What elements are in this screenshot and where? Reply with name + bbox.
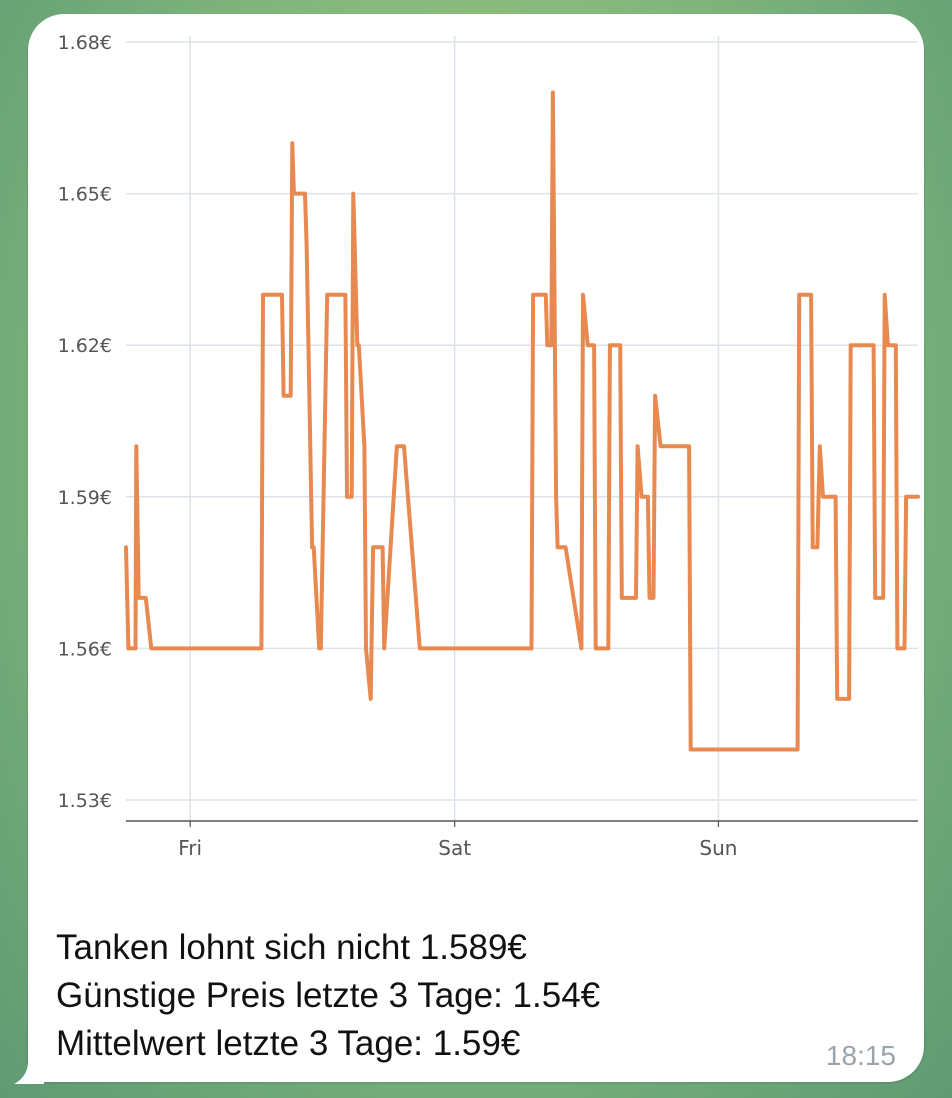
x-tick-label: Fri (178, 836, 202, 860)
message-line-average-price: Mittelwert letzte 3 Tage: 1.59€ (56, 1024, 521, 1063)
message-line-recommendation: Tanken lohnt sich nicht 1.589€ (56, 928, 527, 967)
x-tick-label: Sat (438, 836, 471, 860)
y-tick-label: 1.65€ (58, 184, 112, 206)
y-tick-label: 1.53€ (58, 790, 112, 812)
message-text: Tanken lohnt sich nicht 1.589€ Günstige … (56, 924, 816, 1068)
chart-series (124, 90, 920, 752)
message-line-lowest-price: Günstige Preis letzte 3 Tage: 1.54€ (56, 976, 601, 1015)
x-tick-label: Sun (699, 836, 737, 860)
chart-axes (126, 820, 918, 827)
message-bubble[interactable] (28, 14, 924, 1082)
message-timestamp: 18:15 (825, 1040, 896, 1071)
chart-tick-labels: 1.68€ 1.65€ 1.62€ 1.59€ 1.56€ 1.53€ Fri Sat Sun (58, 32, 738, 860)
chart-grid (126, 36, 918, 821)
fuel-price-chart: 1.68€ 1.65€ 1.62€ 1.59€ 1.56€ 1.53€ Fri Sat Sun (58, 32, 920, 860)
price-series-line (124, 90, 920, 752)
y-tick-label: 1.62€ (58, 335, 112, 357)
y-tick-label: 1.56€ (58, 638, 112, 660)
bubble-tail (14, 1062, 44, 1084)
y-tick-label: 1.59€ (58, 487, 112, 509)
y-tick-label: 1.68€ (58, 32, 112, 54)
